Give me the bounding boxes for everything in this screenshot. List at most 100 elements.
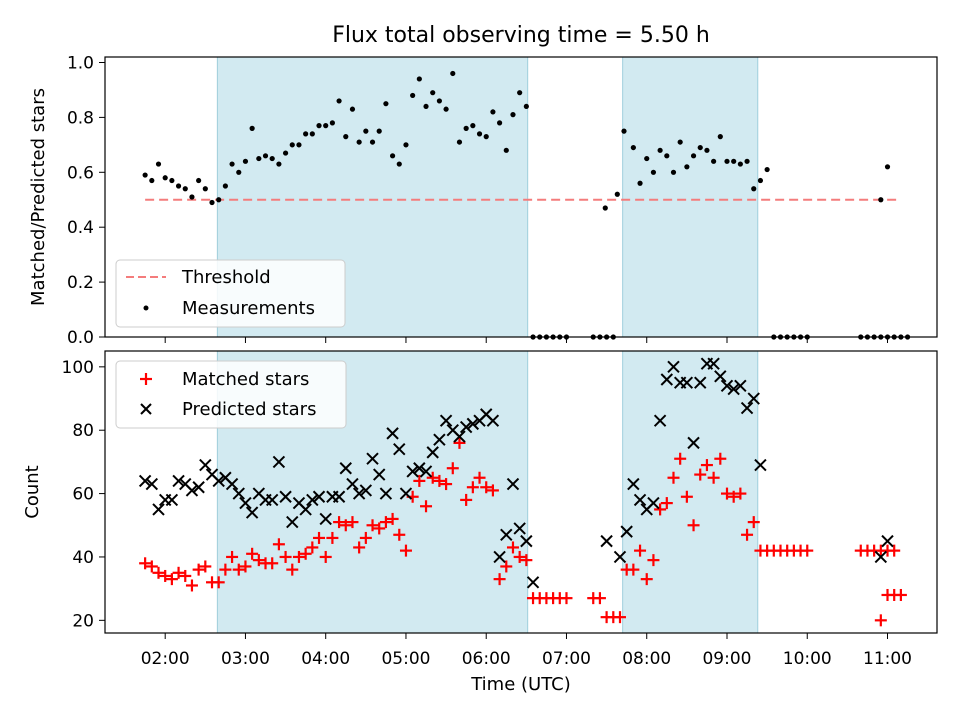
measurement-point — [503, 147, 509, 153]
measurement-point — [664, 153, 670, 159]
measurement-point — [196, 177, 202, 184]
predicted-star-stroke-b — [466, 417, 480, 431]
measurement-point — [416, 76, 422, 82]
predicted-star-point — [386, 427, 399, 440]
matched-star-point — [500, 560, 513, 573]
matched-star-point — [513, 550, 526, 563]
predicted-star-stroke-b — [433, 433, 446, 446]
bottom-predicted-stars — [138, 357, 894, 589]
predicted-star-point — [172, 474, 185, 488]
predicted-star-point — [245, 506, 259, 519]
measurement-point — [614, 191, 620, 197]
measurement-point — [731, 158, 737, 164]
predicted-star-stroke-b — [613, 550, 627, 564]
predicted-star-point — [660, 373, 674, 386]
measurement-point — [517, 90, 523, 96]
predicted-star-stroke-b — [152, 503, 165, 516]
matched-star-point — [640, 573, 653, 586]
bottom-x-axis: 02:00 03:00 04:00 05:00 06:00 07:00 08:00 09:00… — [141, 633, 912, 669]
matched-star-point — [674, 452, 687, 465]
measurement-point — [724, 158, 730, 164]
measurement-point — [410, 92, 416, 99]
measurement-point — [256, 155, 262, 162]
matched-star-point — [272, 538, 285, 551]
matched-star-point — [266, 557, 279, 570]
measurement-point — [711, 158, 717, 164]
predicted-star-point — [212, 474, 225, 488]
top-panel: 0.0 0.2 0.4 0.6 0.8 1.0 Matched/Predicted sta… — [28, 53, 938, 348]
x-tick-label: 08:00 — [622, 649, 671, 669]
predicted-star-point — [232, 487, 245, 500]
predicted-star-point — [720, 379, 734, 393]
measurement-point — [677, 139, 683, 145]
predicted-star-stroke-b — [286, 515, 299, 529]
matched-star-point — [460, 493, 473, 506]
measurement-point — [343, 134, 349, 140]
matched-star-point — [306, 541, 319, 554]
predicted-star-stroke-b — [179, 477, 192, 491]
measurement-point — [276, 161, 282, 167]
matched-star-point — [453, 436, 466, 449]
matched-star-point — [627, 563, 640, 576]
predicted-star-point — [653, 414, 667, 427]
predicted-star-stroke-b — [199, 458, 212, 472]
top-y-tick-label: 0.4 — [67, 218, 94, 238]
predicted-star-stroke-b — [714, 370, 727, 383]
matched-star-point — [894, 588, 907, 601]
predicted-star-stroke-b — [185, 484, 199, 497]
measurement-point — [878, 197, 884, 203]
predicted-star-stroke-b — [754, 458, 767, 472]
predicted-star-point — [399, 487, 413, 500]
measurement-point — [329, 120, 335, 126]
measurement-point — [764, 166, 770, 173]
top-plot-frame — [104, 56, 938, 338]
measurement-point — [637, 180, 643, 186]
predicted-star-point — [373, 468, 386, 481]
predicted-star-stroke-b — [687, 436, 700, 450]
predicted-star-point — [199, 458, 212, 472]
predicted-star-stroke-b — [694, 376, 707, 389]
bottom-y-tick-label: 60 — [72, 485, 94, 505]
measurement-point — [697, 144, 703, 151]
matched-star-point — [874, 614, 887, 627]
matched-star-point — [493, 573, 506, 586]
measurement-point — [670, 169, 677, 175]
predicted-star-point — [138, 474, 152, 488]
matched-star-point — [440, 478, 453, 491]
measurement-point — [175, 183, 182, 189]
matched-star-point — [279, 550, 292, 563]
predicted-star-point — [419, 465, 433, 478]
matched-star-point — [219, 563, 232, 576]
predicted-star-point — [526, 576, 540, 589]
measurement-point — [751, 186, 757, 192]
measurement-point — [369, 139, 376, 145]
predicted-star-point — [466, 417, 480, 431]
predicted-star-point — [286, 515, 299, 529]
legend-measurements-label: Measurements — [182, 298, 315, 319]
measurement-point — [510, 112, 516, 118]
matched-star-point — [694, 468, 707, 481]
top-y-tick-label: 0.6 — [67, 163, 94, 183]
matched-star-point — [366, 519, 379, 532]
measurement-point — [169, 177, 175, 184]
predicted-star-stroke-b — [252, 487, 266, 500]
measurement-point — [236, 169, 242, 175]
bottom-shaded-interval — [622, 350, 759, 634]
matched-star-point — [687, 519, 700, 532]
predicted-star-point — [265, 493, 279, 507]
top-y-tick-label: 0.2 — [67, 273, 94, 293]
matched-star-point — [353, 541, 366, 554]
measurement-point — [496, 120, 503, 126]
predicted-star-stroke-b — [493, 550, 506, 564]
matched-star-point — [359, 531, 372, 544]
predicted-star-point — [346, 477, 359, 491]
matched-star-point — [593, 592, 606, 605]
predicted-star-point — [747, 392, 760, 405]
predicted-star-stroke-b — [660, 373, 674, 386]
predicted-star-point — [379, 487, 393, 500]
measurement-point — [476, 131, 483, 137]
legend-predicted-label: Predicted stars — [182, 399, 316, 420]
predicted-star-point — [506, 477, 520, 491]
matched-star-point — [185, 579, 198, 592]
